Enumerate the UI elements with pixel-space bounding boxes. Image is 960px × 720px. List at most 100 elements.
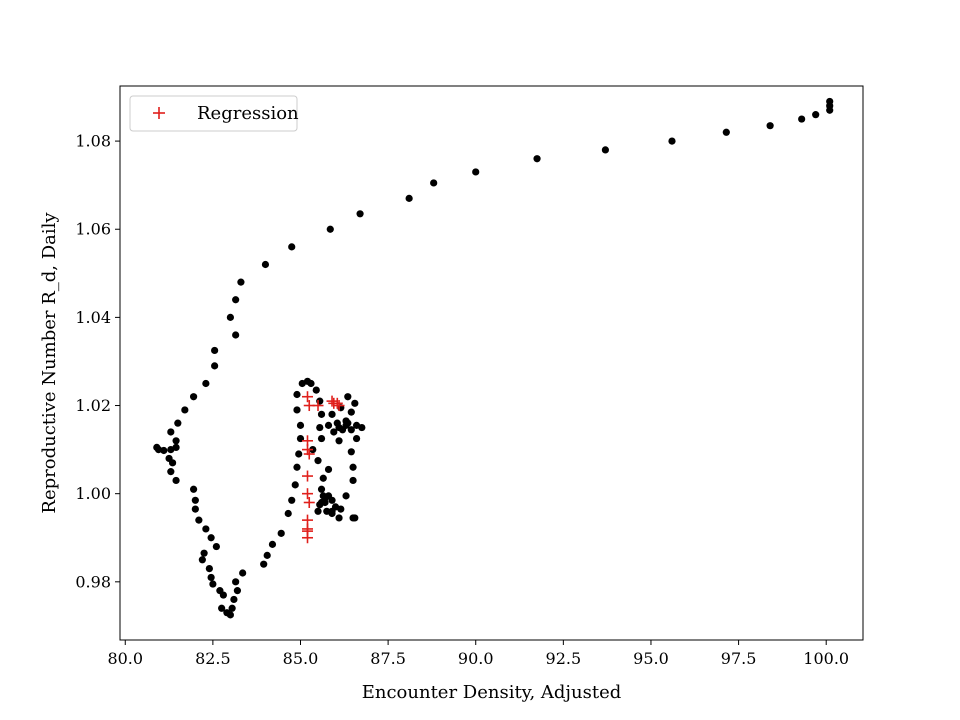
data-point	[212, 542, 220, 551]
data-point	[191, 505, 199, 513]
data-point	[181, 406, 189, 414]
regression-point	[312, 400, 324, 412]
data-point	[172, 476, 180, 485]
x-tick-label: 100.0	[803, 649, 849, 668]
data-point	[812, 111, 820, 119]
data-point	[351, 399, 359, 407]
regression-point	[302, 391, 314, 403]
data-point	[288, 496, 296, 504]
data-point	[233, 587, 242, 595]
y-tick-label: 1.04	[75, 308, 111, 327]
data-point	[314, 457, 322, 465]
data-point	[167, 446, 175, 454]
data-point	[293, 390, 301, 399]
data-point	[668, 137, 676, 145]
data-point	[356, 210, 364, 218]
regression-point	[328, 397, 340, 409]
data-point	[202, 379, 210, 388]
data-point	[263, 551, 271, 559]
regression-point	[302, 470, 314, 482]
data-point	[330, 428, 338, 436]
data-point	[237, 278, 245, 286]
data-point	[167, 428, 175, 436]
data-point	[352, 434, 361, 443]
data-point	[207, 534, 215, 542]
data-point	[326, 225, 334, 233]
data-point	[316, 423, 324, 432]
data-point	[211, 346, 219, 355]
data-point	[200, 549, 208, 557]
regression-point	[303, 496, 315, 508]
data-point	[284, 509, 292, 518]
y-tick-label: 0.98	[75, 572, 111, 591]
data-point	[191, 496, 199, 504]
x-axis-label: Encounter Density, Adjusted	[362, 682, 622, 703]
data-point	[430, 179, 438, 187]
data-point	[288, 243, 296, 251]
data-point	[291, 481, 299, 489]
data-point	[328, 509, 336, 518]
x-tick-label: 95.0	[633, 649, 669, 668]
regression-point	[333, 400, 345, 412]
data-point	[295, 450, 303, 458]
data-point	[317, 498, 326, 507]
data-point	[347, 426, 355, 434]
data-point	[312, 386, 320, 394]
axis-ticks: 80.0 82.5 85.0 87.5 90.0 92.5 95.0 97.5 100.0 0.9…	[75, 132, 849, 668]
data-point	[335, 514, 343, 522]
data-point	[342, 421, 350, 429]
data-point	[232, 331, 240, 339]
data-point	[335, 437, 343, 445]
data-point	[207, 573, 215, 582]
legend: Regression	[129, 95, 299, 132]
data-point	[324, 421, 333, 429]
data-point	[232, 296, 240, 304]
data-point	[798, 115, 806, 123]
data-point	[226, 611, 234, 619]
x-tick-label: 80.0	[107, 649, 143, 668]
data-point	[293, 406, 301, 414]
data-point	[209, 580, 217, 588]
y-tick-label: 1.08	[75, 132, 111, 151]
data-point	[219, 591, 227, 599]
data-point	[202, 525, 210, 533]
regression-point	[326, 395, 338, 407]
data-point	[319, 474, 327, 482]
data-point	[358, 423, 366, 432]
data-point	[293, 463, 301, 471]
data-point	[349, 463, 357, 471]
regression-point	[303, 448, 315, 460]
y-tick-label: 1.02	[75, 396, 111, 415]
data-point	[198, 556, 206, 564]
data-point	[344, 393, 352, 401]
legend-box	[129, 95, 298, 132]
data-point	[232, 578, 240, 586]
regression-point	[302, 532, 314, 544]
data-point	[328, 496, 336, 504]
data-point	[218, 604, 226, 612]
data-point	[333, 419, 341, 427]
data-point	[189, 485, 198, 493]
data-point	[174, 419, 182, 427]
data-point	[195, 516, 203, 524]
y-tick-label: 1.06	[75, 220, 111, 239]
data-point	[189, 393, 198, 401]
data-point	[260, 560, 268, 568]
data-point	[307, 379, 315, 388]
data-point	[349, 476, 357, 485]
regression-point	[302, 488, 314, 500]
data-point	[277, 529, 285, 537]
data-marks	[153, 97, 834, 619]
data-point	[239, 569, 247, 577]
data-point	[230, 595, 238, 604]
data-point	[268, 540, 277, 548]
data-point	[228, 604, 236, 612]
x-tick-label: 97.5	[721, 649, 757, 668]
x-tick-label: 90.0	[458, 649, 494, 668]
data-point	[766, 122, 774, 130]
data-point	[296, 421, 305, 429]
data-point	[342, 492, 350, 500]
x-tick-label: 87.5	[370, 649, 406, 668]
data-point	[317, 485, 326, 493]
